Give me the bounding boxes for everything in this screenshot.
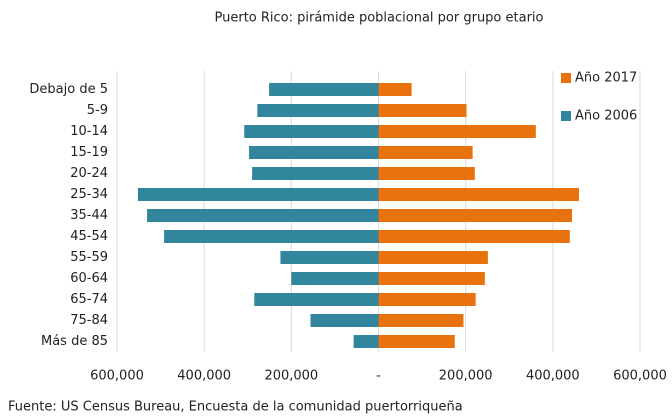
bar	[378, 167, 475, 180]
legend-swatch	[561, 111, 571, 121]
bar	[378, 314, 464, 327]
bar	[252, 167, 379, 180]
y-tick-label: 55-59	[70, 250, 108, 265]
x-tick-label: 400,000	[526, 369, 580, 384]
legend-swatch	[561, 73, 571, 83]
y-tick-label: 10-14	[70, 124, 108, 139]
chart-title: Puerto Rico: pirámide poblacional por gr…	[215, 11, 544, 26]
x-tick-label: 600,000	[90, 369, 144, 384]
bar	[378, 251, 488, 264]
y-tick-label: 5-9	[87, 103, 108, 118]
bar	[378, 209, 573, 222]
bar	[291, 272, 379, 285]
bar	[310, 314, 379, 327]
bar	[378, 188, 579, 201]
bar	[257, 104, 379, 117]
bar	[378, 230, 570, 243]
bar	[378, 83, 412, 96]
bar	[280, 251, 379, 264]
bar	[269, 83, 379, 96]
bar	[249, 146, 379, 159]
legend-label: Año 2006	[575, 109, 637, 124]
x-tick-label: 200,000	[264, 369, 318, 384]
bar	[244, 125, 379, 138]
bar	[378, 335, 455, 348]
y-tick-label: 20-24	[70, 166, 108, 181]
y-tick-label: 35-44	[70, 208, 108, 223]
bar	[164, 230, 379, 243]
bar	[378, 146, 473, 159]
bar	[378, 104, 467, 117]
y-tick-label: 15-19	[70, 145, 108, 160]
y-tick-label: 65-74	[70, 292, 108, 307]
x-tick-label: -	[376, 369, 381, 384]
y-tick-label: 60-64	[70, 271, 108, 286]
y-tick-label: Más de 85	[41, 334, 108, 349]
bar	[137, 188, 379, 201]
source-note: Fuente: US Census Bureau, Encuesta de la…	[8, 400, 463, 415]
x-tick-label: 400,000	[177, 369, 231, 384]
bar	[378, 293, 476, 306]
bar	[378, 125, 536, 138]
bar	[378, 272, 485, 285]
x-tick-label: 200,000	[439, 369, 493, 384]
bar	[147, 209, 379, 222]
bar	[353, 335, 379, 348]
y-tick-label: 45-54	[70, 229, 108, 244]
bar	[254, 293, 379, 306]
x-tick-label: 600,000	[613, 369, 667, 384]
y-tick-label: 75-84	[70, 313, 108, 328]
y-tick-label: Debajo de 5	[29, 82, 108, 97]
legend-label: Año 2017	[575, 71, 637, 86]
y-tick-label: 25-34	[70, 187, 108, 202]
